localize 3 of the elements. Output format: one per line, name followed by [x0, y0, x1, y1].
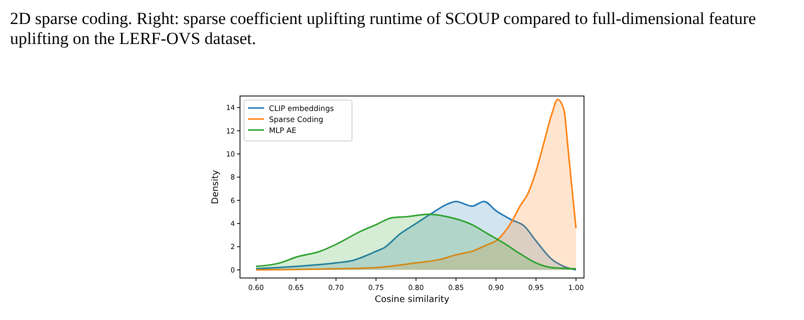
x-axis-title: Cosine similarity	[374, 295, 450, 305]
text: 2D sparse coding. Right: sparse coefficient uplifting runtime of SCOUP compared to full-dimensional feature uplifting on the LERF-OVS dataset.	[10, 9, 757, 49]
y-axis-title: Density	[211, 169, 221, 204]
